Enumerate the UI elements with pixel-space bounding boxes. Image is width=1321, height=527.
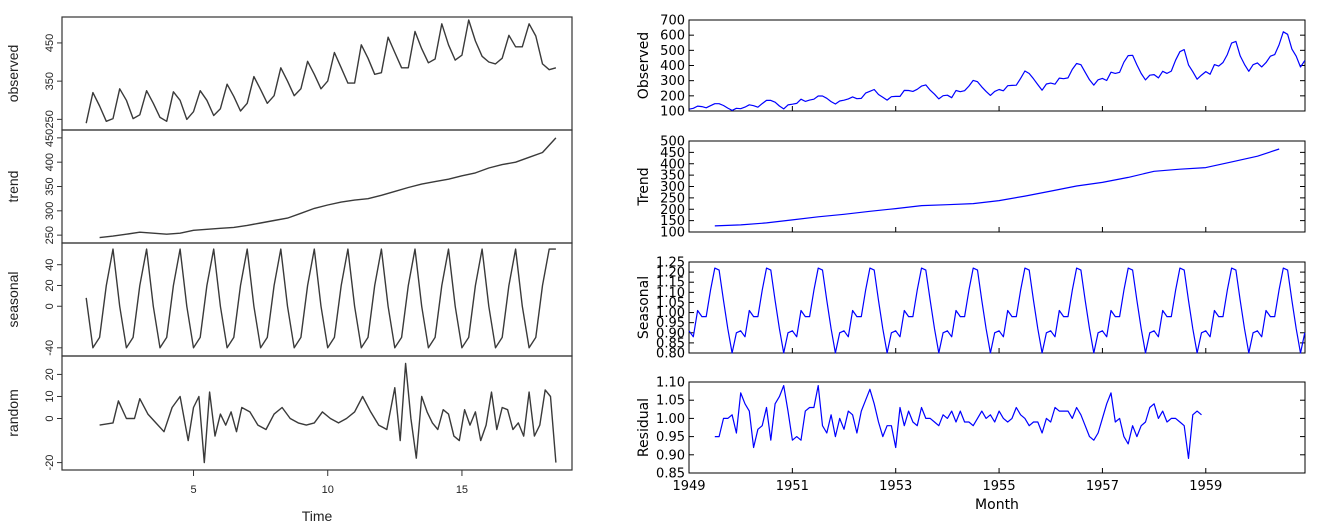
y-tick-label: 1.00 xyxy=(656,412,685,427)
y-tick-label: 0 xyxy=(44,415,56,421)
series-line-trend xyxy=(99,137,557,239)
x-tick-label: 1957 xyxy=(1086,479,1119,494)
y-tick-label: 600 xyxy=(660,29,685,44)
y-tick-label: 400 xyxy=(660,157,685,172)
panel-frame-Observed xyxy=(688,19,1306,112)
x-tick-label: 1959 xyxy=(1189,479,1222,494)
x-tick-label: 1955 xyxy=(983,479,1016,494)
y-tick-label: 1.05 xyxy=(656,296,685,311)
y-tick-label: 1.25 xyxy=(656,256,685,271)
y-tick-label: 250 xyxy=(660,191,685,206)
series-line-Seasonal xyxy=(688,267,1306,354)
series-line-random xyxy=(99,362,557,464)
y-tick-label: 1.10 xyxy=(656,376,685,391)
y-tick-label: 350 xyxy=(44,72,56,90)
y-tick-label: 400 xyxy=(660,59,685,74)
x-tick-label: 1951 xyxy=(776,479,809,494)
y-tick-label: 0 xyxy=(44,303,56,309)
series-line-observed xyxy=(85,19,557,124)
x-tick-label: 5 xyxy=(190,484,196,496)
y-tick-label: 200 xyxy=(660,203,685,218)
y-tick-label: 300 xyxy=(44,202,56,220)
y-tick-label: 200 xyxy=(660,89,685,104)
y-tick-label: 40 xyxy=(44,259,56,271)
series-line-Trend xyxy=(714,148,1280,227)
x-tick-label: 15 xyxy=(456,484,468,496)
y-tick-label: 500 xyxy=(660,44,685,59)
y-axis-label: Seasonal xyxy=(636,276,652,339)
y-axis-label: observed xyxy=(5,45,21,103)
y-tick-label: 0.95 xyxy=(656,316,685,331)
y-tick-label: 450 xyxy=(44,129,56,147)
y-tick-label: 0.85 xyxy=(656,467,685,482)
y-tick-label: 1.20 xyxy=(656,266,685,281)
panel-frame-trend xyxy=(61,129,573,244)
panel-frame-Seasonal xyxy=(688,261,1306,354)
y-tick-label: 100 xyxy=(660,226,685,241)
y-axis-label: Trend xyxy=(636,167,652,206)
y-tick-label: 0.90 xyxy=(656,326,685,341)
y-tick-label: 0.95 xyxy=(656,430,685,445)
y-tick-label: 400 xyxy=(44,153,56,171)
y-axis-label: random xyxy=(5,389,21,436)
x-tick-label: 10 xyxy=(322,484,334,496)
python-decomposition-chart: 100200300400500600700Observed10015020025… xyxy=(636,14,1306,513)
y-tick-label: 300 xyxy=(660,180,685,195)
y-tick-label: 250 xyxy=(44,226,56,244)
x-tick-label: 1953 xyxy=(879,479,912,494)
series-line-Observed xyxy=(688,31,1306,112)
y-tick-label: 100 xyxy=(660,105,685,120)
y-tick-label: -40 xyxy=(44,340,56,356)
y-tick-label: 20 xyxy=(44,279,56,291)
series-line-seasonal xyxy=(85,248,556,349)
panel-frame-random xyxy=(61,355,573,471)
y-tick-label: 450 xyxy=(660,146,685,161)
y-tick-label: 350 xyxy=(44,177,56,195)
y-tick-label: 1.15 xyxy=(656,276,685,291)
y-tick-label: 1.00 xyxy=(656,306,685,321)
panel-frame-Residual xyxy=(688,381,1306,474)
y-axis-label: Observed xyxy=(636,32,652,99)
series-line-Residual xyxy=(714,385,1202,459)
r-decomposition-chart: 250350450observed250300350400450trend-40… xyxy=(5,16,573,524)
y-tick-label: 0.90 xyxy=(656,448,685,463)
y-tick-label: 700 xyxy=(660,14,685,29)
x-axis-label: Month xyxy=(975,497,1019,513)
y-tick-label: 150 xyxy=(660,214,685,229)
y-axis-label: seasonal xyxy=(5,271,21,327)
y-tick-label: -20 xyxy=(44,455,56,471)
x-tick-label: 1949 xyxy=(672,479,705,494)
y-tick-label: 350 xyxy=(660,169,685,184)
y-tick-label: 10 xyxy=(44,390,56,402)
y-tick-label: 500 xyxy=(660,135,685,150)
y-tick-label: 1.10 xyxy=(656,286,685,301)
y-tick-label: 450 xyxy=(44,34,56,52)
y-axis-label: trend xyxy=(5,171,21,203)
y-tick-label: 0.85 xyxy=(656,336,685,351)
y-tick-label: 1.05 xyxy=(656,394,685,409)
y-axis-label: Residual xyxy=(636,398,652,457)
y-tick-label: 20 xyxy=(44,368,56,380)
y-tick-label: 0.80 xyxy=(656,347,685,362)
panel-frame-observed xyxy=(61,16,573,131)
y-tick-label: 250 xyxy=(44,110,56,128)
panel-frame-Trend xyxy=(688,140,1306,233)
y-tick-label: 300 xyxy=(660,74,685,89)
x-axis-label: Time xyxy=(302,508,333,524)
